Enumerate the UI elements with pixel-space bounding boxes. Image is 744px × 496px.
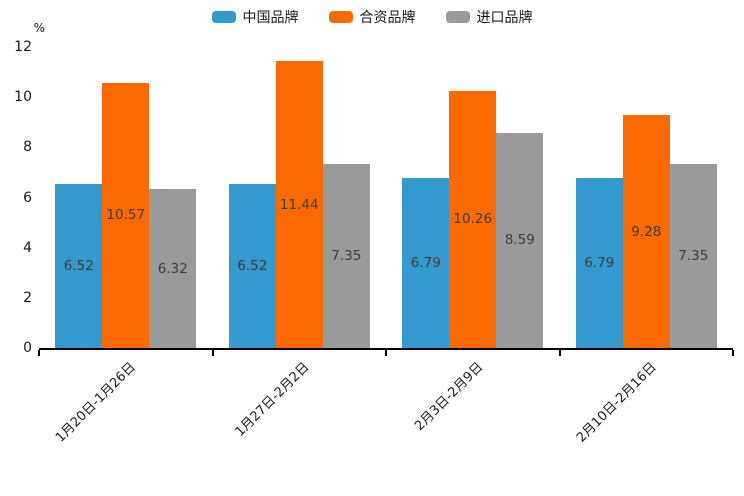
legend-item-1: 合资品牌 bbox=[328, 7, 416, 27]
bar-value-label: 6.52 bbox=[63, 258, 94, 275]
x-axis-tick bbox=[38, 350, 40, 356]
legend-label: 合资品牌 bbox=[359, 10, 416, 26]
x-axis-tick bbox=[211, 350, 214, 356]
bar-2-0: 6.32 bbox=[149, 189, 197, 348]
bar-value-label: 7.35 bbox=[678, 247, 709, 264]
x-axis-tick bbox=[732, 350, 734, 356]
y-tick-label: 4 bbox=[23, 239, 32, 256]
bar-0-3: 6.79 bbox=[575, 177, 623, 348]
y-tick-label: 6 bbox=[23, 189, 32, 206]
bar-value-label: 6.52 bbox=[237, 258, 268, 275]
legend-swatch-icon bbox=[445, 11, 470, 23]
legend-label: 中国品牌 bbox=[242, 10, 299, 26]
bar-value-label: 6.79 bbox=[410, 254, 441, 271]
bar-value-label: 6.79 bbox=[584, 254, 615, 271]
legend-item-0: 中国品牌 bbox=[211, 7, 299, 27]
y-axis-unit-label: % bbox=[33, 21, 45, 35]
bar-2-2: 8.59 bbox=[496, 132, 544, 348]
bar-value-label: 6.32 bbox=[157, 260, 188, 277]
x-category-label-1: 1月27日-2月2日 bbox=[232, 359, 313, 440]
bar-1-3: 9.28 bbox=[622, 115, 670, 348]
bar-value-label: 9.28 bbox=[631, 223, 662, 240]
x-axis-line bbox=[39, 348, 733, 350]
legend-item-2: 进口品牌 bbox=[445, 7, 533, 27]
x-category-label-0: 1月20日-1月26日 bbox=[53, 359, 140, 446]
x-category-label-2: 2月3日-2月9日 bbox=[412, 359, 487, 434]
bar-0-1: 6.52 bbox=[228, 184, 276, 348]
x-axis-tick bbox=[385, 350, 387, 356]
bar-2-3: 7.35 bbox=[669, 163, 717, 348]
legend-swatch-icon bbox=[328, 11, 353, 23]
bar-1-2: 10.26 bbox=[449, 90, 497, 348]
bar-value-label: 10.26 bbox=[453, 211, 493, 228]
x-category-label-3: 2月10日-2月16日 bbox=[573, 359, 660, 446]
bar-0-0: 6.52 bbox=[55, 184, 103, 348]
bar-value-label: 10.57 bbox=[106, 207, 146, 224]
bar-value-label: 7.35 bbox=[331, 247, 362, 264]
bar-value-label: 8.59 bbox=[504, 232, 535, 249]
legend-swatch-icon bbox=[211, 11, 236, 23]
legend: 中国品牌 合资品牌 进口品牌 bbox=[0, 6, 744, 28]
x-axis-tick bbox=[558, 350, 561, 356]
y-tick-label: 2 bbox=[23, 289, 32, 306]
legend-label: 进口品牌 bbox=[476, 10, 533, 26]
bar-0-2: 6.79 bbox=[402, 177, 450, 348]
bar-1-0: 10.57 bbox=[102, 82, 150, 348]
bar-1-1: 11.44 bbox=[275, 61, 323, 348]
y-tick-label: 0 bbox=[23, 340, 32, 356]
y-tick-label: 12 bbox=[14, 39, 32, 55]
bar-2-1: 7.35 bbox=[322, 163, 370, 348]
bar-value-label: 11.44 bbox=[279, 196, 319, 213]
y-tick-label: 8 bbox=[23, 139, 32, 156]
y-tick-label: 10 bbox=[14, 89, 32, 106]
